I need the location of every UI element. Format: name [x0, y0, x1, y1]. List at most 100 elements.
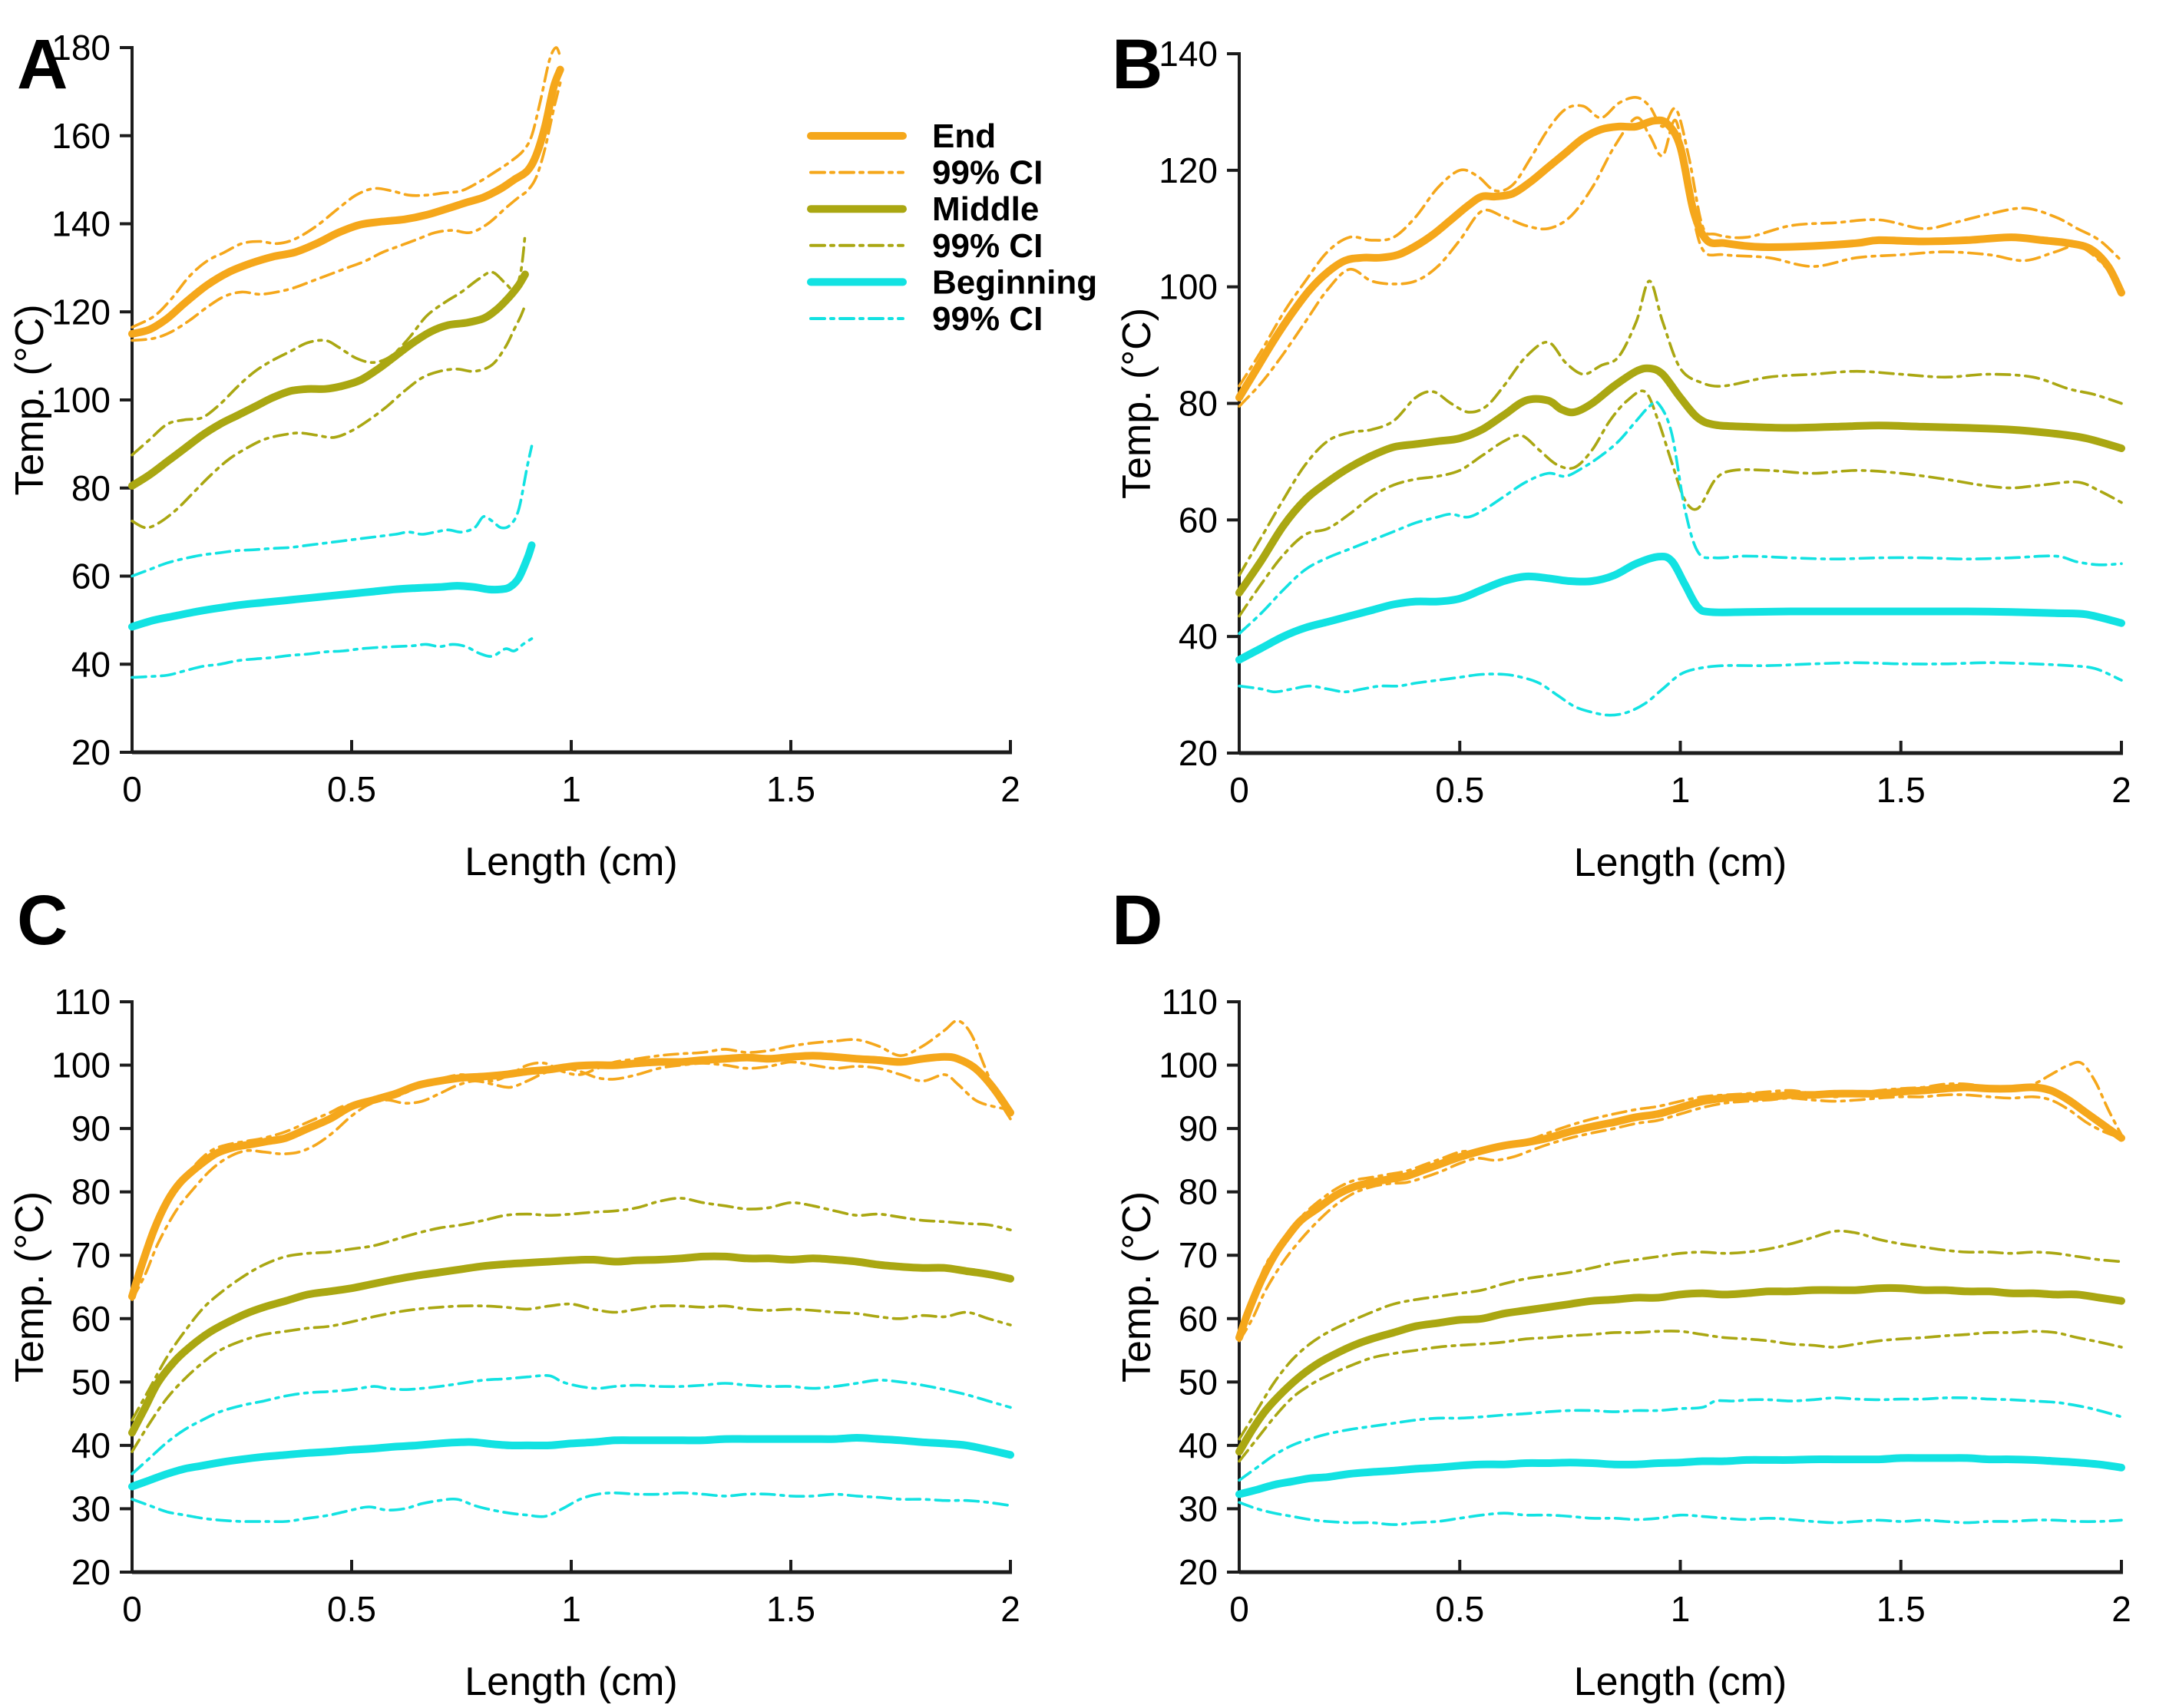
legend-label: End: [932, 117, 996, 155]
panel-a-x-tick-label: 0: [122, 769, 142, 809]
panel-d-y-tick-label: 110: [1162, 982, 1218, 1022]
panel-d-x-axis-label: Length (cm): [1574, 1660, 1787, 1704]
panel-c-series-beginning: [128, 1434, 1014, 1491]
panel-c-series-end-99-ci-lower: [131, 1060, 1012, 1301]
panel-b-series-middle: [1235, 364, 2125, 597]
panel-d-y-tick-label: 70: [1179, 1235, 1218, 1275]
panel-c-series-middle-99-ci-lower: [131, 1302, 1012, 1453]
panel-a-y-tick-label: 60: [71, 557, 111, 596]
panel-a-y-tick-label: 20: [71, 732, 111, 772]
panel-a-x-tick-label: 1.5: [766, 769, 815, 809]
panel-a-series-end-99-ci-upper: [131, 46, 562, 329]
panel-c-x-axis-label: Length (cm): [465, 1660, 677, 1704]
panel-a-y-tick-label: 140: [51, 204, 111, 244]
panel-a-x-tick-label: 0.5: [327, 769, 376, 809]
panel-b-x-tick-label: 1.5: [1876, 770, 1926, 810]
panel-b-x-axis-label: Length (cm): [1574, 841, 1787, 885]
panel-d-series-beginning-99-ci-lower: [1238, 1501, 2123, 1526]
legend-label: 99% CI: [932, 300, 1043, 338]
panel-c-y-tick-label: 70: [71, 1235, 111, 1275]
panel-a-x-axis-label: Length (cm): [465, 840, 677, 884]
panel-c-y-tick-label: 20: [71, 1552, 111, 1592]
panel-c-x-tick-label: 1.5: [766, 1589, 815, 1629]
panel-b-y-tick-label: 60: [1179, 500, 1218, 540]
panel-b-series-beginning: [1235, 552, 2125, 664]
panel-b-series-middle-99-ci-upper: [1238, 279, 2123, 577]
panel-a-y-tick-label: 80: [71, 468, 111, 508]
panel-d-series-beginning-99-ci-upper: [1238, 1396, 2123, 1482]
panel-c-series-beginning-99-ci-upper: [131, 1373, 1012, 1475]
panel-b-y-tick-label: 40: [1179, 616, 1218, 656]
panel-d-letter: D: [1112, 881, 1162, 960]
panel-c-y-axis-label: Temp. (°C): [8, 1191, 52, 1383]
panel-c-x-tick-label: 2: [1000, 1589, 1020, 1629]
panel-b-y-tick-label: 80: [1179, 384, 1218, 424]
panel-d-y-tick-label: 80: [1179, 1172, 1218, 1212]
panel-d-x-tick-label: 1: [1671, 1589, 1691, 1629]
panel-d-series-middle-99-ci-lower: [1238, 1330, 2123, 1463]
panel-b-series-end-99-ci-lower: [1238, 116, 2123, 408]
panel-c-letter: C: [17, 881, 68, 960]
legend-label: 99% CI: [932, 227, 1043, 265]
panel-b-y-tick-label: 20: [1179, 733, 1218, 773]
panel-c-series-middle: [128, 1252, 1014, 1437]
panel-d-y-tick-label: 100: [1159, 1046, 1218, 1085]
panel-a-y-tick-label: 180: [51, 28, 111, 68]
panel-b-x-tick-label: 1: [1671, 770, 1691, 810]
panel-b-series-beginning-99-ci-lower: [1238, 661, 2123, 717]
panel-c-y-tick-label: 50: [71, 1362, 111, 1402]
panel-b-x-tick-label: 2: [2111, 770, 2131, 810]
panel-c-series-end: [128, 1052, 1014, 1300]
panel-a-y-tick-label: 120: [51, 292, 111, 332]
panel-d-y-axis-label: Temp. (°C): [1115, 1191, 1159, 1383]
panel-d-series-end: [1235, 1083, 2125, 1342]
panel-d-y-tick-label: 40: [1179, 1426, 1218, 1465]
panel-b-letter: B: [1112, 25, 1162, 104]
panel-a-y-tick-label: 100: [51, 380, 111, 420]
panel-c-y-tick-label: 60: [71, 1299, 111, 1339]
panel-b-y-tick-label: 100: [1159, 267, 1218, 307]
panel-b-series-beginning-99-ci-upper: [1238, 400, 2123, 636]
panel-c-y-tick-label: 110: [55, 982, 111, 1022]
panel-c-y-tick-label: 30: [71, 1488, 111, 1528]
panel-c-x-tick-label: 0: [122, 1589, 142, 1629]
panel-c-y-tick-label: 40: [71, 1426, 111, 1465]
panel-c-x-tick-label: 1: [561, 1589, 581, 1629]
panel-d-y-tick-label: 90: [1179, 1108, 1218, 1148]
panel-c-y-tick-label: 90: [71, 1108, 111, 1148]
panel-d-series-end-99-ci-lower: [1238, 1093, 2123, 1343]
legend-label: 99% CI: [932, 154, 1043, 192]
panel-c-x-tick-label: 0.5: [327, 1589, 376, 1629]
panel-a-series-end-99-ci-lower: [131, 81, 562, 342]
panel-b-series-end-99-ci-upper: [1238, 96, 2123, 388]
panel-d-y-tick-label: 30: [1179, 1488, 1218, 1528]
panel-b-y-axis-label: Temp. (°C): [1115, 308, 1159, 499]
panel-b-y-tick-label: 140: [1159, 34, 1218, 74]
panel-a-x-tick-label: 2: [1000, 769, 1020, 809]
panel-c-series-middle-99-ci-upper: [131, 1197, 1012, 1422]
panel-d-y-tick-label: 50: [1179, 1362, 1218, 1402]
panel-a-series-beginning-99-ci-lower: [131, 637, 534, 679]
panel-b-x-tick-label: 0: [1229, 770, 1249, 810]
panel-b-series-end: [1235, 116, 2125, 401]
panel-b-y-tick-label: 120: [1159, 150, 1218, 190]
legend-label: Beginning: [932, 263, 1097, 301]
panel-d-x-tick-label: 1.5: [1876, 1589, 1926, 1629]
legend-label: Middle: [932, 190, 1039, 228]
panel-a-x-tick-label: 1: [561, 769, 581, 809]
panel-a-y-tick-label: 40: [71, 644, 111, 684]
panel-a-series-end: [128, 65, 564, 338]
panel-d-x-tick-label: 0: [1229, 1589, 1249, 1629]
panel-d-series-middle-99-ci-upper: [1238, 1229, 2123, 1441]
panel-b-series-middle-99-ci-lower: [1238, 389, 2123, 618]
panel-d-series-middle: [1235, 1283, 2125, 1456]
panel-d-x-tick-label: 0.5: [1435, 1589, 1484, 1629]
panel-a-series-beginning: [128, 541, 536, 631]
panel-b-x-tick-label: 0.5: [1435, 770, 1484, 810]
panel-d-x-tick-label: 2: [2111, 1589, 2131, 1629]
panel-a-series-middle: [128, 270, 529, 490]
panel-a-series-beginning-99-ci-upper: [131, 444, 534, 578]
panel-a-series-middle-99-ci-upper: [131, 233, 527, 457]
